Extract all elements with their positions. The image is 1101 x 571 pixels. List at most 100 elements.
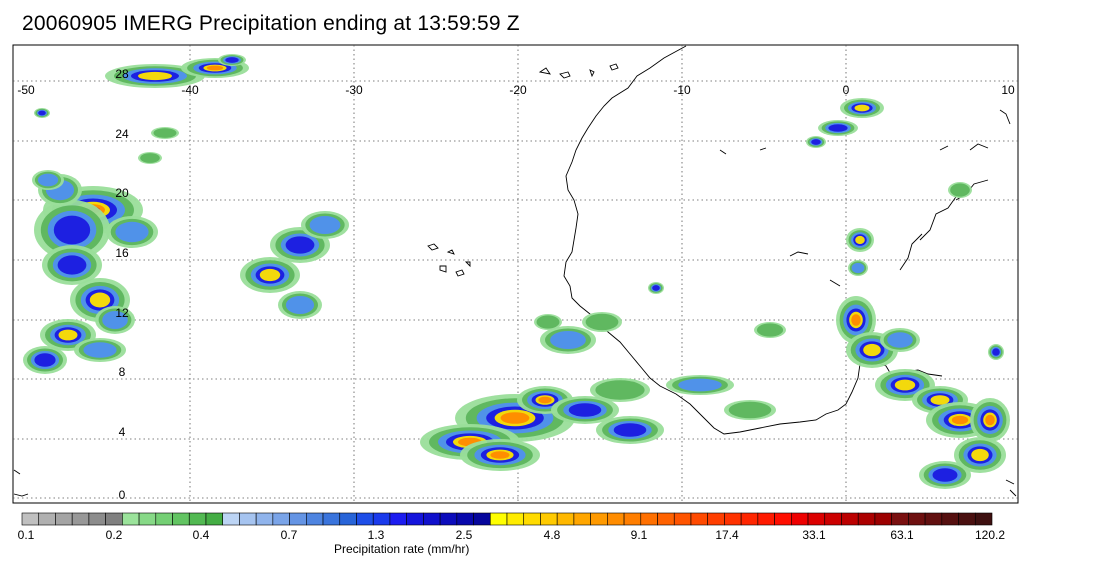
colorbar-swatch <box>791 512 809 526</box>
colorbar-swatch <box>155 512 173 526</box>
precipitation-field <box>23 54 1010 489</box>
colorbar-swatch <box>908 512 926 526</box>
precipitation-cell <box>225 57 239 63</box>
lat-label: 0 <box>119 488 126 502</box>
colorbar-tick-label: 0.7 <box>280 528 298 542</box>
colorbar-swatch <box>38 512 56 526</box>
colorbar-swatch <box>506 512 525 526</box>
colorbar-swatch <box>891 512 909 526</box>
colorbar-swatch <box>71 512 90 526</box>
lon-label: -30 <box>345 83 363 97</box>
precipitation-cell <box>855 235 865 245</box>
colorbar-tick-label: 63.1 <box>890 528 914 542</box>
lon-label: 10 <box>1001 83 1015 97</box>
colorbar-swatch <box>473 512 491 526</box>
colorbar-swatch <box>222 512 240 526</box>
colorbar-title: Precipitation rate (mm/hr) <box>334 542 470 556</box>
precipitation-cell <box>83 342 117 358</box>
lat-label: 28 <box>115 67 129 81</box>
precipitation-cell <box>138 71 172 81</box>
precipitation-cell <box>971 448 989 462</box>
precipitation-cell <box>285 296 315 314</box>
colorbar-swatch <box>21 512 40 526</box>
lat-label: 16 <box>115 246 129 260</box>
colorbar-swatch <box>322 512 341 526</box>
precipitation-cell <box>678 378 722 392</box>
lat-label: 8 <box>119 365 126 379</box>
colorbar-swatch <box>841 512 859 526</box>
latitude-labels: 28 24 20 16 12 8 4 0 <box>115 67 129 502</box>
colorbar-swatch <box>523 512 541 526</box>
cape-verde-islands <box>427 243 471 277</box>
lat-label: 4 <box>119 425 126 439</box>
colorbar-swatch <box>188 512 207 526</box>
precipitation-cell <box>951 415 969 425</box>
colorbar-swatch <box>406 512 424 526</box>
precipitation-cell <box>992 348 1000 356</box>
colorbar-tick-label: 1.3 <box>367 528 385 542</box>
colorbar-swatch <box>657 512 675 526</box>
colorbar-swatch <box>974 512 993 526</box>
colorbar-tick-label: 120.2 <box>974 528 1006 542</box>
colorbar-swatch <box>439 512 458 526</box>
colorbar-swatch <box>623 512 642 526</box>
colorbar-swatch <box>105 512 123 526</box>
precipitation-cell <box>985 414 995 426</box>
colorbar-swatch <box>389 512 407 526</box>
precipitation-cell <box>538 396 552 404</box>
precipitation-cell <box>53 215 91 245</box>
precipitation-cell <box>57 255 87 275</box>
colorbar-swatch <box>272 512 290 526</box>
precipitation-cell <box>550 331 586 349</box>
precipitation-cell <box>568 403 602 417</box>
lon-label: 0 <box>843 83 850 97</box>
precipitation-cell <box>58 329 78 341</box>
precipitation-cell <box>115 221 149 243</box>
colorbar-swatch <box>88 512 106 526</box>
colorbar-tick-label: 2.5 <box>455 528 473 542</box>
colorbar-swatch <box>456 512 474 526</box>
precipitation-cell <box>950 183 970 197</box>
colorbar-tick-label: 17.4 <box>715 528 739 542</box>
colorbar-swatch <box>824 512 842 526</box>
precipitation-cell <box>932 468 958 482</box>
precipitation-cell <box>536 315 560 329</box>
lon-label: -20 <box>509 83 527 97</box>
colorbar-swatch <box>540 512 558 526</box>
colorbar-swatch <box>205 512 223 526</box>
precipitation-cell <box>34 353 56 367</box>
colorbar-swatch <box>489 512 508 526</box>
longitude-labels: -50 -40 -30 -20 -10 0 10 <box>17 83 1015 97</box>
lon-label: -10 <box>673 83 691 97</box>
precipitation-cell <box>728 401 772 419</box>
colorbar-swatch <box>423 512 441 526</box>
colorbar-swatch <box>757 512 775 526</box>
colorbar-swatch <box>339 512 357 526</box>
colorbar-swatch <box>958 512 976 526</box>
colorbar-swatch <box>255 512 274 526</box>
colorbar-swatch <box>573 512 591 526</box>
colorbar-swatch <box>640 512 658 526</box>
precipitation-cell <box>309 216 341 234</box>
canary-islands <box>538 63 619 79</box>
colorbar-swatch <box>924 512 943 526</box>
lon-label: -40 <box>181 83 199 97</box>
precipitation-cell <box>851 314 861 326</box>
precipitation-cell <box>887 332 913 348</box>
lat-label: 24 <box>115 127 129 141</box>
colorbar-swatch <box>556 512 575 526</box>
colorbar-swatch <box>590 512 608 526</box>
colorbar-swatch <box>239 512 257 526</box>
colorbar-swatch <box>607 512 625 526</box>
colorbar-swatch <box>774 512 792 526</box>
colorbar-swatch <box>673 512 692 526</box>
colorbar-swatch <box>306 512 324 526</box>
colorbar-swatch <box>122 512 140 526</box>
map-title: 20060905 IMERG Precipitation ending at 1… <box>22 12 520 35</box>
colorbar-swatch <box>289 512 307 526</box>
precipitation-cell <box>894 379 916 391</box>
margin-coastlines <box>13 469 1017 497</box>
colorbar-swatch <box>356 512 374 526</box>
lon-label: -50 <box>17 83 35 97</box>
